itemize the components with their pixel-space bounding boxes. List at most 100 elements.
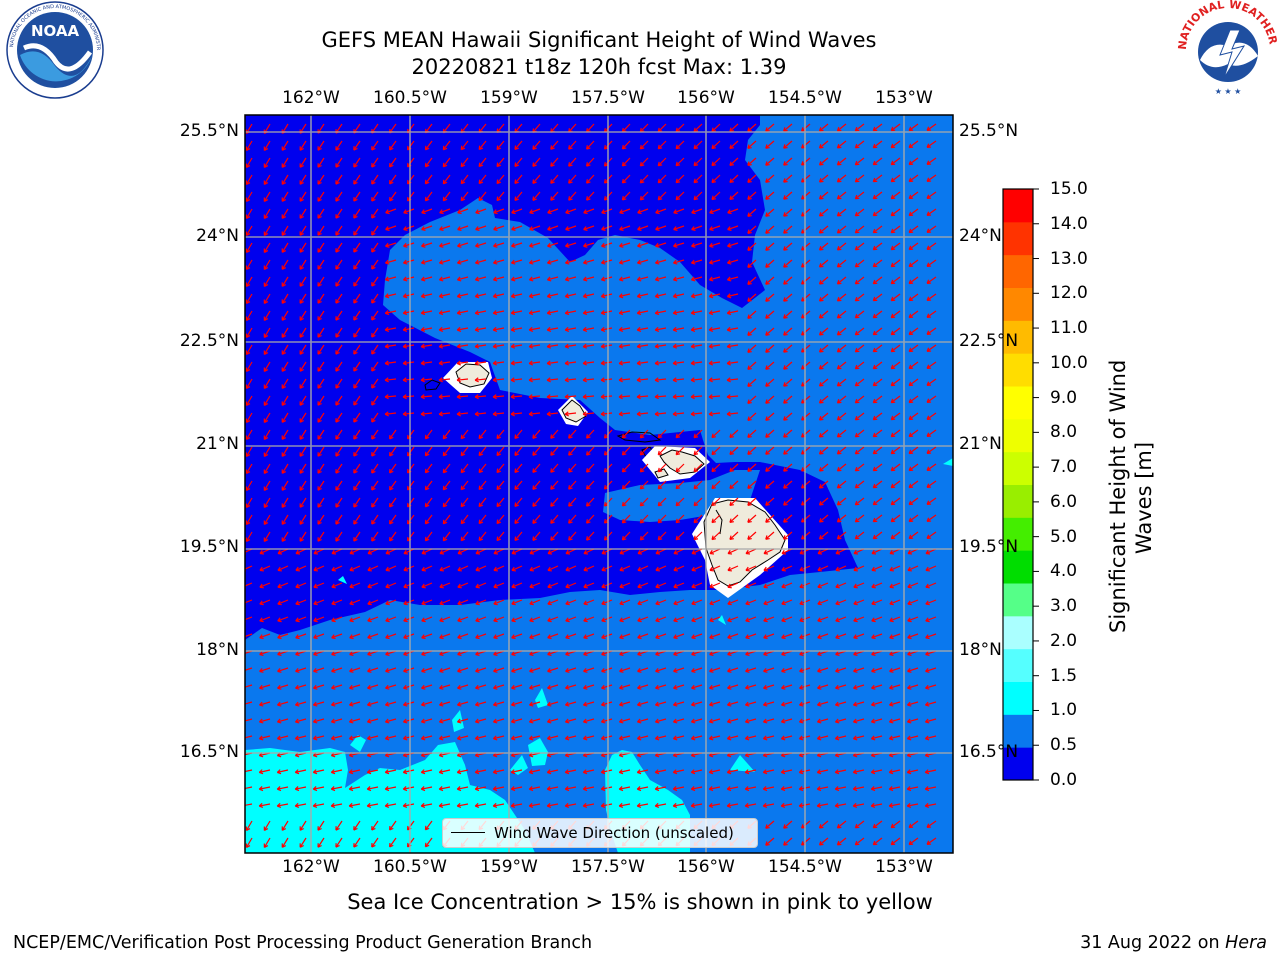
- wind-wave-arrow: [654, 786, 667, 792]
- wind-wave-arrow: [907, 582, 919, 589]
- wind-wave-arrow: [890, 463, 901, 472]
- wind-wave-arrow: [402, 718, 415, 724]
- wind-wave-arrow: [690, 326, 703, 332]
- wind-wave-arrow: [439, 565, 451, 572]
- wind-wave-arrow: [600, 701, 613, 707]
- wind-wave-arrow: [747, 140, 757, 149]
- wind-wave-arrow: [675, 480, 685, 490]
- wind-wave-arrow: [492, 735, 505, 741]
- wind-wave-arrow: [263, 191, 271, 202]
- wind-wave-arrow: [747, 378, 757, 387]
- wind-wave-arrow: [474, 735, 487, 741]
- wind-wave-arrow: [277, 667, 289, 673]
- wind-wave-arrow: [421, 684, 433, 690]
- wind-wave-arrow: [582, 718, 595, 724]
- wind-wave-arrow: [371, 191, 379, 202]
- wind-wave-arrow: [621, 157, 631, 167]
- wind-wave-arrow: [259, 582, 271, 589]
- wind-wave-arrow: [281, 361, 289, 372]
- wind-wave-arrow: [618, 259, 631, 265]
- colorbar-segment: [1003, 320, 1033, 354]
- wind-wave-arrow: [474, 802, 487, 808]
- wind-wave-arrow: [691, 565, 703, 572]
- wind-wave-arrow: [890, 395, 901, 404]
- wind-wave-arrow: [442, 531, 451, 542]
- wind-wave-arrow: [389, 837, 397, 848]
- wind-wave-arrow: [709, 208, 721, 215]
- wind-wave-arrow: [890, 514, 901, 523]
- map-area: [245, 115, 953, 853]
- wind-wave-arrow: [691, 616, 703, 623]
- wind-wave-arrow: [765, 140, 775, 149]
- wind-wave-arrow: [582, 735, 595, 741]
- wind-wave-arrow: [528, 394, 541, 400]
- wind-wave-arrow: [564, 718, 577, 724]
- wind-wave-arrow: [385, 565, 397, 572]
- wind-wave-arrow: [854, 327, 865, 336]
- wind-wave-arrow: [564, 769, 577, 775]
- wind-wave-arrow: [456, 769, 469, 775]
- wind-wave-arrow: [655, 633, 667, 640]
- wind-wave-arrow: [817, 667, 829, 673]
- wind-wave-arrow: [547, 667, 559, 673]
- wind-wave-arrow: [729, 191, 739, 201]
- wind-wave-arrow: [654, 701, 667, 707]
- colorbar-tick-label: 12.0: [1050, 283, 1088, 304]
- wind-wave-arrow: [711, 497, 721, 507]
- wind-wave-arrow: [277, 684, 289, 690]
- wind-wave-arrow: [335, 225, 343, 236]
- wind-wave-arrow: [765, 480, 775, 489]
- wind-wave-arrow: [907, 565, 919, 572]
- wind-wave-arrow: [245, 412, 253, 424]
- wind-wave-arrow: [420, 343, 433, 349]
- wind-wave-arrow: [890, 497, 901, 506]
- wind-wave-arrow: [601, 565, 613, 572]
- wind-wave-arrow: [888, 769, 901, 775]
- wind-wave-arrow: [908, 327, 919, 336]
- wind-wave-arrow: [780, 735, 793, 741]
- wind-wave-arrow: [872, 514, 883, 523]
- wind-wave-arrow: [299, 514, 307, 525]
- wind-wave-arrow: [532, 497, 541, 507]
- wind-wave-arrow: [908, 463, 919, 472]
- wind-wave-arrow: [564, 326, 577, 332]
- wind-wave-arrow: [890, 259, 901, 268]
- wind-wave-arrow: [601, 208, 613, 215]
- wind-wave-arrow: [385, 582, 397, 589]
- wind-wave-arrow: [493, 616, 505, 623]
- wind-wave-arrow: [532, 429, 541, 439]
- wind-wave-arrow: [317, 446, 325, 457]
- wind-wave-arrow: [353, 225, 361, 236]
- wind-wave-arrow: [890, 242, 901, 251]
- wind-wave-arrow: [565, 633, 577, 640]
- wind-wave-arrow: [402, 377, 415, 383]
- wind-wave-arrow: [888, 802, 901, 808]
- legend-label: Wind Wave Direction (unscaled): [494, 824, 734, 842]
- wind-wave-arrow: [353, 361, 361, 372]
- wind-wave-arrow: [510, 735, 523, 741]
- wind-wave-arrow: [475, 582, 487, 589]
- wind-wave-arrow: [439, 582, 451, 589]
- wind-wave-arrow: [424, 820, 433, 831]
- wind-wave-arrow: [493, 633, 505, 640]
- wind-wave-arrow: [420, 802, 433, 808]
- wind-wave-arrow: [836, 446, 847, 455]
- wind-wave-arrow: [478, 174, 487, 185]
- lat-label-right-25-5n: 25.5°N: [959, 121, 1019, 141]
- wind-wave-arrow: [277, 633, 289, 640]
- wind-wave-arrow: [926, 259, 937, 268]
- wind-wave-arrow: [348, 735, 361, 741]
- wind-wave-arrow: [763, 667, 775, 673]
- wind-wave-arrow: [636, 259, 649, 265]
- wind-wave-arrow: [582, 293, 595, 299]
- wind-wave-arrow: [510, 310, 523, 316]
- wind-wave-arrow: [726, 360, 739, 366]
- wind-wave-arrow: [263, 361, 271, 372]
- wind-wave-arrow: [281, 327, 289, 338]
- wind-wave-arrow: [854, 361, 865, 370]
- wind-wave-arrow: [276, 701, 289, 707]
- wind-wave-arrow: [783, 837, 793, 846]
- wind-wave-arrow: [565, 582, 577, 589]
- wind-wave-arrow: [673, 684, 685, 690]
- wind-wave-arrow: [245, 259, 253, 271]
